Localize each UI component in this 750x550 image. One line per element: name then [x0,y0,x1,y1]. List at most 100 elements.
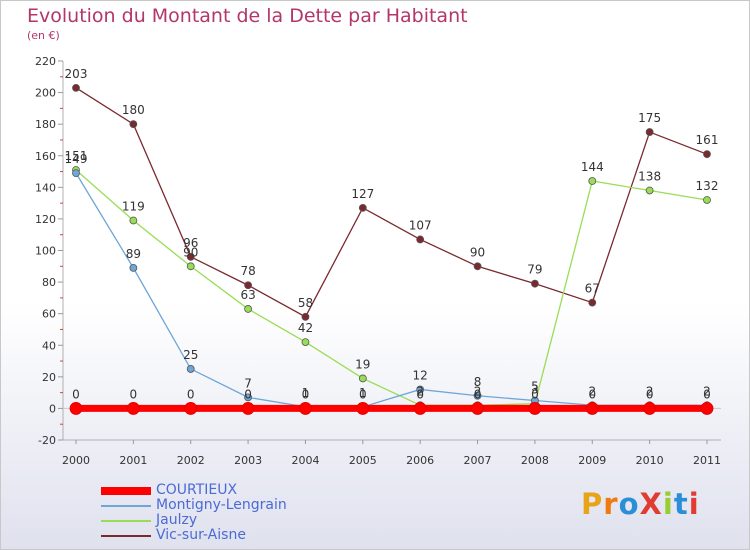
data-label: 144 [581,160,604,174]
data-point [129,263,138,272]
data-point [301,338,310,346]
data-point [358,203,367,212]
data-label: 138 [638,169,661,183]
y-tick-label: 100 [35,245,56,258]
x-tick-label: 2005 [349,454,377,467]
data-label: 161 [696,133,719,147]
data-label: 203 [65,67,88,81]
data-point [129,120,138,129]
data-label: 2 [416,384,424,398]
data-label: 79 [527,263,542,277]
x-tick-label: 2003 [234,454,262,467]
legend-swatch [101,520,151,522]
data-point [186,252,195,261]
x-tick-label: 2006 [406,454,434,467]
y-tick-label: 220 [35,55,56,68]
data-label: 42 [298,321,313,335]
y-tick-label: 0 [49,402,56,415]
x-tick-label: 2007 [464,454,492,467]
data-point [69,402,83,415]
data-label: 96 [183,236,198,250]
data-point [358,374,367,383]
data-label: 2 [703,384,711,398]
data-label: 25 [183,348,198,362]
data-point [184,402,198,415]
data-label: 0 [474,387,482,401]
data-point [301,312,310,321]
series-line-3 [75,87,708,318]
legend-item-jaulzy: Jaulzy [101,512,361,528]
data-label: 8 [474,375,482,389]
data-point [356,402,370,415]
data-point [72,169,80,178]
data-point [645,186,654,195]
data-label: 67 [585,282,600,296]
data-point [244,305,252,313]
data-label: 180 [122,103,145,117]
data-point [72,83,80,92]
logo-letter: t [673,487,689,521]
data-labels: 2031809678581271079079671751611511199063… [65,67,719,402]
data-label: 5 [531,380,539,394]
x-tick-label: 2011 [693,454,721,467]
data-label: 19 [355,357,370,371]
legend-swatch [101,505,151,507]
legend-item-vic: Vic-sur-Aisne [101,527,361,543]
chart-title: Evolution du Montant de la Dette par Hab… [27,5,468,27]
y-tick-label: 120 [35,213,56,226]
y-tick-label: 80 [42,276,56,289]
legend-item-courtieux: COURTIEUX [101,482,361,498]
legend-label: Vic-sur-Aisne [156,527,246,543]
x-tick-label: 2008 [521,454,549,467]
data-label: 0 [72,387,80,401]
data-label: 0 [588,387,596,401]
y-tick-label: 20 [42,371,56,384]
data-point [703,150,711,159]
data-point [241,402,255,415]
data-point [416,235,425,244]
data-label: 0 [703,387,711,401]
y-tick-label: 40 [42,339,56,352]
data-label: 63 [240,288,255,302]
data-label: 107 [409,218,432,232]
data-label: 58 [298,296,313,310]
data-label: 0 [130,387,138,401]
legend-swatch [101,535,151,537]
logo-letter: o [618,487,640,521]
x-tick-label: 2004 [291,454,319,467]
series-lines [69,83,714,415]
data-point [588,298,597,307]
y-tick-label: -20 [38,434,56,447]
data-label: 0 [187,387,195,401]
legend: COURTIEUX Montigny-Lengrain Jaulzy Vic-s… [101,482,361,543]
x-tick-label: 2001 [119,454,147,467]
data-label: 0 [416,387,424,401]
data-point [244,393,252,402]
y-tick-label: 60 [42,308,56,321]
logo-letter: r [603,487,619,521]
logo-letter: X [639,487,663,521]
data-label: 7 [244,376,252,390]
data-label: 3 [531,383,539,397]
y-tick-label: 180 [35,118,56,131]
data-point [700,402,714,415]
data-point [703,196,711,204]
series-line-2 [75,169,708,406]
logo-letter: i [688,487,700,521]
logo-letter: P [581,487,604,521]
data-label: 0 [244,387,252,401]
data-label: 90 [183,245,198,259]
data-point [186,365,195,373]
data-label: 0 [646,387,654,401]
legend-label: COURTIEUX [156,482,238,498]
data-label: 90 [470,245,485,259]
data-point [643,402,657,415]
y-tick-label: 160 [35,150,56,163]
data-label: 151 [65,149,88,163]
legend-swatch [101,487,151,495]
x-tick-label: 2010 [636,454,664,467]
data-label: 2 [588,384,596,398]
